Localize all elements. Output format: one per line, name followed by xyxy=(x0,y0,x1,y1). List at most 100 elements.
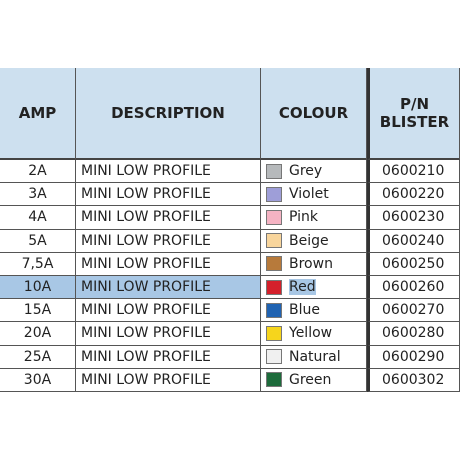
colour-name: Brown xyxy=(289,255,333,272)
colour-swatch xyxy=(266,256,282,272)
description: MINI LOW PROFILE xyxy=(81,163,211,180)
part-number: 0600280 xyxy=(382,325,445,342)
header-cell: DESCRIPTION xyxy=(76,68,261,160)
colour-cell: Blue xyxy=(261,299,367,323)
colour-swatch xyxy=(266,233,282,249)
description: MINI LOW PROFILE xyxy=(81,302,211,319)
header-text: P/N xyxy=(399,95,430,113)
part-number: 0600220 xyxy=(382,186,445,203)
colour-swatch xyxy=(266,372,282,388)
amp: 4A xyxy=(28,209,47,226)
amp-cell: 3A xyxy=(0,183,76,207)
colour-name: Natural xyxy=(289,348,341,365)
colour-swatch xyxy=(266,325,282,341)
amp: 2A xyxy=(28,163,47,180)
amp-cell: 2A xyxy=(0,160,76,184)
colour-cell: Brown xyxy=(261,252,367,276)
colour-name: Violet xyxy=(289,186,329,203)
colour-swatch xyxy=(266,186,282,202)
amp: 10A xyxy=(23,279,52,296)
part-number: 0600290 xyxy=(382,348,445,365)
amp-cell: 4A xyxy=(0,206,76,230)
pn-cell: 0600280 xyxy=(367,322,460,346)
description: MINI LOW PROFILE xyxy=(81,325,211,342)
colour-name: Beige xyxy=(289,232,329,249)
colour-swatch xyxy=(266,209,282,225)
colour-swatch xyxy=(266,349,282,365)
amp: 30A xyxy=(23,371,52,388)
colour-cell: Grey xyxy=(261,160,367,184)
pn-cell: 0600290 xyxy=(367,345,460,369)
amp-cell: 5A xyxy=(0,229,76,253)
part-number: 0600270 xyxy=(382,302,445,319)
colour-cell: Green xyxy=(261,368,367,392)
description-cell: MINI LOW PROFILE xyxy=(76,229,261,253)
colour-name: Yellow xyxy=(289,325,333,342)
part-number: 0600302 xyxy=(382,371,445,388)
description-cell: MINI LOW PROFILE xyxy=(76,368,261,392)
amp: 25A xyxy=(23,348,52,365)
description-cell: MINI LOW PROFILE xyxy=(76,206,261,230)
colour-name: Grey xyxy=(289,163,323,180)
colour-cell: Pink xyxy=(261,206,367,230)
amp-cell: 20A xyxy=(0,322,76,346)
description-cell: MINI LOW PROFILE xyxy=(76,160,261,184)
pn-cell: 0600260 xyxy=(367,276,460,300)
part-number: 0600210 xyxy=(382,163,445,180)
pn-cell: 0600240 xyxy=(367,229,460,253)
colour-cell: Beige xyxy=(261,229,367,253)
colour-cell: Violet xyxy=(261,183,367,207)
pn-cell: 0600250 xyxy=(367,252,460,276)
description-cell: MINI LOW PROFILE xyxy=(76,345,261,369)
description-cell: MINI LOW PROFILE xyxy=(76,299,261,323)
colour-swatch xyxy=(266,163,282,179)
description-cell: MINI LOW PROFILE xyxy=(76,322,261,346)
description: MINI LOW PROFILE xyxy=(81,232,211,249)
header-text: COLOUR xyxy=(278,104,349,122)
header-cell: P/N BLISTER xyxy=(367,68,460,160)
fuse-table: AMP DESCRIPTION COLOUR P/N BLISTER 2A MINI LOW… xyxy=(0,68,460,392)
colour-name: Blue xyxy=(289,302,320,319)
colour-name: Green xyxy=(289,371,332,388)
amp-cell: 15A xyxy=(0,299,76,323)
description: MINI LOW PROFILE xyxy=(81,255,211,272)
part-number: 0600240 xyxy=(382,232,445,249)
amp-cell: 7,5A xyxy=(0,252,76,276)
amp: 5A xyxy=(28,232,47,249)
pn-cell: 0600230 xyxy=(367,206,460,230)
header-cell: AMP xyxy=(0,68,76,160)
amp-cell: 10A xyxy=(0,276,76,300)
amp: 20A xyxy=(23,325,52,342)
amp-cell: 25A xyxy=(0,345,76,369)
pn-cell: 0600210 xyxy=(367,160,460,184)
colour-cell: Red xyxy=(261,276,367,300)
amp-cell: 30A xyxy=(0,368,76,392)
amp: 3A xyxy=(28,186,47,203)
header-cell: COLOUR xyxy=(261,68,367,160)
description-cell: MINI LOW PROFILE xyxy=(76,252,261,276)
part-number: 0600230 xyxy=(382,209,445,226)
header-text: AMP xyxy=(18,104,57,122)
pn-cell: 0600270 xyxy=(367,299,460,323)
pn-cell: 0600220 xyxy=(367,183,460,207)
part-number: 0600260 xyxy=(382,279,445,296)
description-cell: MINI LOW PROFILE xyxy=(76,276,261,300)
header-text: DESCRIPTION xyxy=(111,104,225,122)
colour-swatch xyxy=(266,302,282,318)
pn-cell: 0600302 xyxy=(367,368,460,392)
description: MINI LOW PROFILE xyxy=(81,186,211,203)
description: MINI LOW PROFILE xyxy=(81,279,211,296)
part-number: 0600250 xyxy=(382,255,445,272)
description: MINI LOW PROFILE xyxy=(81,371,211,388)
description: MINI LOW PROFILE xyxy=(81,209,211,226)
amp: 7,5A xyxy=(21,255,54,272)
amp: 15A xyxy=(23,302,52,319)
colour-cell: Yellow xyxy=(261,322,367,346)
colour-cell: Natural xyxy=(261,345,367,369)
description-cell: MINI LOW PROFILE xyxy=(76,183,261,207)
colour-name: Red xyxy=(289,279,316,296)
colour-swatch xyxy=(266,279,282,295)
description: MINI LOW PROFILE xyxy=(81,348,211,365)
colour-name: Pink xyxy=(289,209,319,226)
